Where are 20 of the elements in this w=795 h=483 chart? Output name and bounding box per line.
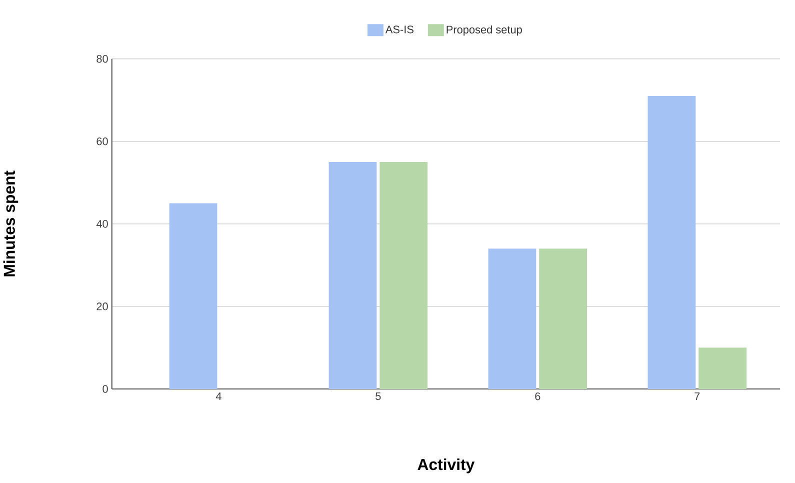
x-tick-label: 6 — [535, 392, 540, 400]
bar — [648, 96, 696, 390]
bar — [539, 248, 588, 390]
x-tick-label: 4 — [216, 392, 222, 400]
bar — [698, 348, 746, 390]
y-tick-label: 60 — [96, 138, 108, 146]
x-tick-label: 5 — [376, 392, 381, 400]
legend-label: Proposed setup — [446, 26, 522, 36]
y-axis-title: Minutes spent — [3, 170, 18, 276]
y-tick-label: 20 — [96, 302, 108, 310]
y-tick-label: 40 — [96, 220, 108, 228]
bar — [328, 162, 377, 390]
bar — [380, 162, 428, 390]
bar — [169, 203, 218, 390]
y-tick-label: 0 — [102, 385, 108, 393]
x-axis-title: Activity — [418, 458, 475, 474]
bar — [488, 248, 536, 390]
x-tick-label: 7 — [694, 392, 700, 400]
y-tick-label: 80 — [96, 55, 108, 63]
legend-label: AS-IS — [385, 26, 414, 34]
